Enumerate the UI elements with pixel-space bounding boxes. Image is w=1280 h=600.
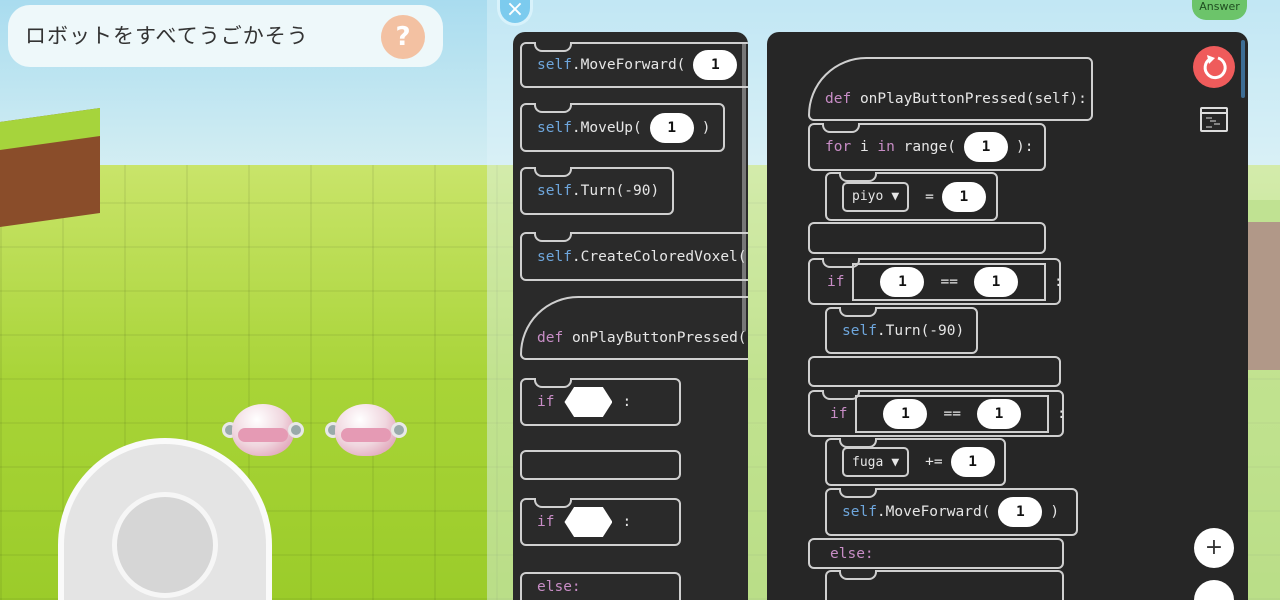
for-block[interactable]: for i in range( 1):	[808, 123, 1046, 171]
self-keyword: self	[537, 248, 572, 265]
arg-input[interactable]: 1	[649, 112, 694, 143]
for-block-bottom	[808, 222, 1046, 254]
condition-slot[interactable]	[564, 387, 613, 417]
palette-block-create-voxel[interactable]: self .CreateColoredVoxel(	[520, 232, 748, 281]
palette-block-if-else[interactable]: if:	[520, 498, 681, 546]
operator: ==	[943, 405, 961, 422]
for-keyword: for	[825, 139, 852, 155]
def-block[interactable]: def onPlayButtonPressed(self):	[808, 57, 1093, 121]
arg-input[interactable]: 1	[693, 50, 738, 80]
else-row: else:	[520, 572, 681, 600]
variable-name: piyo	[852, 189, 884, 204]
range-call: range(	[903, 139, 956, 155]
colon: :	[622, 394, 632, 410]
in-keyword: in	[877, 139, 895, 155]
palette-block-move-forward[interactable]: self .MoveForward( 1	[520, 42, 748, 88]
if-keyword: if	[827, 273, 845, 290]
left-operand-input[interactable]: 1	[883, 398, 928, 429]
operator: ==	[940, 273, 958, 290]
self-keyword: self	[842, 504, 877, 520]
if-block-bottom	[808, 356, 1061, 387]
variable-name: fuga	[852, 454, 884, 470]
answer-button[interactable]: Answer	[1192, 0, 1247, 20]
palette-block-move-up[interactable]: self .MoveUp( 1)	[520, 103, 725, 152]
loop-var: i	[859, 139, 869, 155]
hint-box	[8, 5, 443, 67]
turn-block[interactable]: self .Turn(-90)	[825, 307, 978, 354]
range-arg-input[interactable]: 1	[964, 132, 1008, 162]
right-operand-input[interactable]: 1	[973, 266, 1018, 297]
variable-dropdown[interactable]: piyo ▼	[842, 181, 910, 212]
dropdown-arrow-icon: ▼	[891, 189, 900, 204]
move-forward-block[interactable]: self .MoveForward( 1)	[825, 488, 1078, 536]
if-else-block[interactable]: if 1 == 1:	[808, 390, 1066, 437]
joystick-knob[interactable]	[112, 492, 218, 598]
arg-input[interactable]: 1	[998, 497, 1043, 527]
reset-button[interactable]	[1193, 46, 1235, 88]
method-name: .CreateColoredVoxel(	[571, 248, 747, 265]
colon: :	[622, 514, 632, 530]
robot[interactable]	[222, 400, 304, 462]
paren: ):	[1016, 139, 1034, 155]
assign-block[interactable]: piyo ▼ = 1	[825, 172, 998, 221]
zoom-out-button[interactable]	[1194, 580, 1234, 600]
code-editor[interactable]: def onPlayButtonPressed(self): for i in …	[767, 32, 1248, 600]
else-keyword: else:	[537, 579, 581, 595]
palette-block-def[interactable]: def onPlayButtonPressed(	[520, 296, 748, 360]
method-name: .Turn(-90)	[571, 183, 660, 199]
paren: )	[701, 119, 711, 136]
joystick[interactable]	[58, 438, 272, 600]
console-icon	[1202, 112, 1226, 128]
function-name: onPlayButtonPressed(self):	[859, 91, 1087, 107]
self-keyword: self	[537, 119, 572, 136]
block-palette[interactable]: self .MoveForward(1 self .MoveUp(1) self .T…	[513, 32, 748, 600]
robot[interactable]	[325, 400, 407, 462]
variable-dropdown[interactable]: fuga ▼	[842, 447, 910, 477]
if-keyword: if	[537, 514, 555, 530]
reset-icon	[1203, 55, 1227, 80]
method-name: .Turn(-90)	[876, 322, 965, 339]
condition[interactable]: 1 == 1	[852, 262, 1046, 301]
method-name: .MoveForward(	[876, 504, 991, 520]
def-keyword: def	[537, 330, 564, 346]
self-keyword: self	[537, 183, 572, 199]
method-name: .MoveUp(	[571, 119, 642, 136]
hint-text: ロボットをすべてうごかそう	[25, 24, 309, 48]
dirt-block	[1248, 200, 1280, 370]
palette-block-turn[interactable]: self .Turn(-90)	[520, 167, 674, 215]
def-keyword: def	[825, 91, 852, 107]
else-row: else:	[808, 538, 1064, 569]
function-name: onPlayButtonPressed(	[571, 330, 747, 346]
if-block[interactable]: if 1 == 1:	[808, 258, 1063, 305]
operator: =	[925, 188, 934, 205]
else-keyword: else:	[830, 545, 874, 562]
self-keyword: self	[537, 57, 572, 73]
editor-scrollbar[interactable]	[1241, 40, 1245, 98]
dropdown-arrow-icon: ▼	[891, 454, 900, 470]
dirt-block	[0, 107, 100, 228]
paren: )	[1050, 504, 1060, 520]
palette-block-if[interactable]: if:	[520, 378, 681, 426]
self-keyword: self	[842, 322, 877, 339]
colon: :	[1056, 405, 1066, 422]
operator: +=	[925, 454, 943, 470]
if-block-bottom	[520, 450, 681, 480]
left-operand-input[interactable]: 1	[880, 266, 925, 297]
else-body-slot[interactable]	[825, 570, 1064, 600]
console-button[interactable]	[1200, 107, 1228, 132]
zoom-in-button[interactable]: +	[1194, 528, 1234, 568]
if-keyword: if	[537, 394, 555, 410]
palette-scrollbar[interactable]	[742, 42, 746, 332]
value-input[interactable]: 1	[950, 447, 995, 477]
colon: :	[1053, 273, 1063, 290]
value-input[interactable]: 1	[941, 181, 986, 212]
method-name: .MoveForward(	[571, 57, 686, 73]
condition-slot[interactable]	[564, 507, 613, 537]
condition[interactable]: 1 == 1	[855, 394, 1049, 433]
right-operand-input[interactable]: 1	[976, 398, 1021, 429]
augmented-assign-block[interactable]: fuga ▼ += 1	[825, 438, 1006, 486]
help-button[interactable]: ?	[381, 15, 425, 59]
if-keyword: if	[830, 405, 848, 422]
